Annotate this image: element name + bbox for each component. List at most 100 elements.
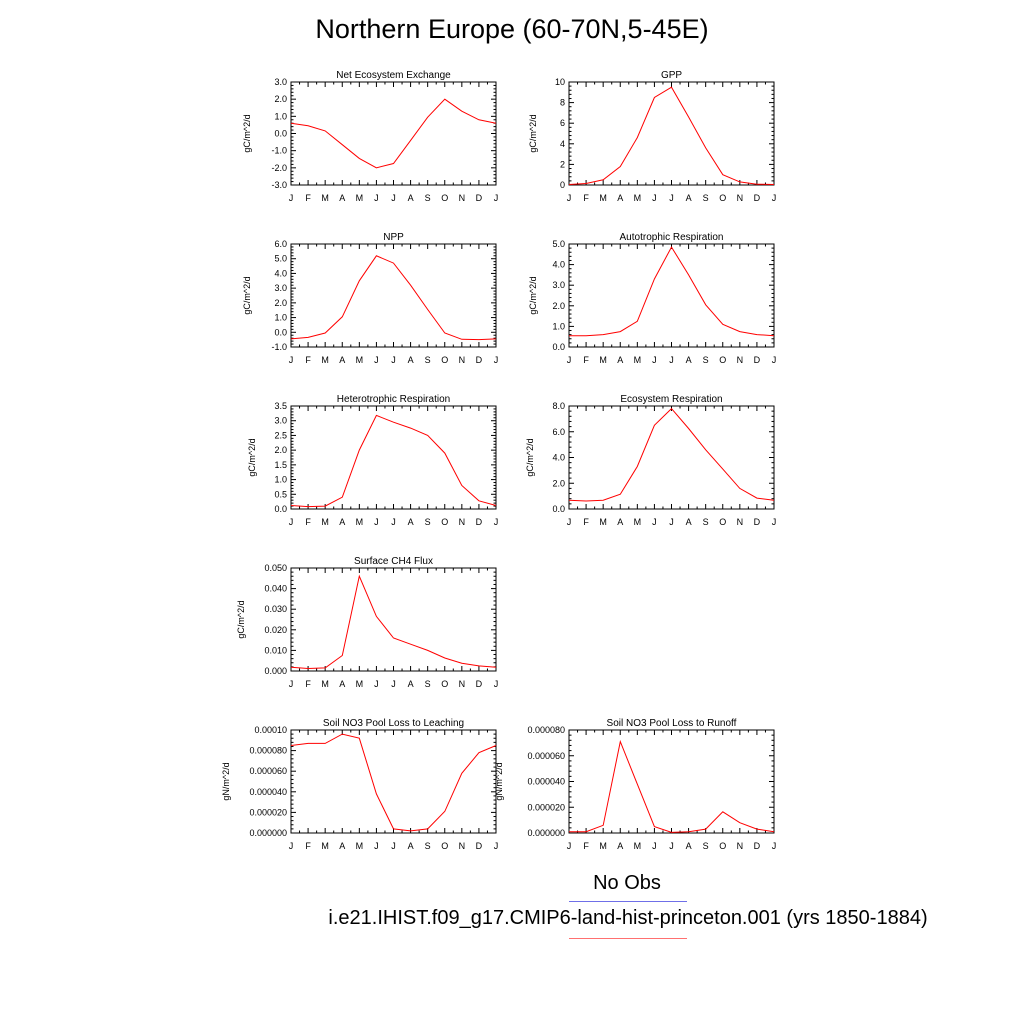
x-tick-label: J [391,355,396,365]
y-tick-label: 0 [560,180,565,190]
x-tick-label: O [719,355,726,365]
x-tick-label: J [289,355,294,365]
y-tick-label: 4 [560,139,565,149]
y-tick-label: 0.000020 [249,807,287,817]
x-tick-label: J [289,517,294,527]
x-tick-label: M [356,679,364,689]
y-axis-label: gC/m^2/d [528,114,538,152]
x-tick-label: F [583,193,589,203]
x-tick-label: J [391,193,396,203]
x-tick-label: S [425,355,431,365]
series-line [568,86,775,185]
x-tick-label: M [599,355,607,365]
x-tick-label: F [305,517,311,527]
y-tick-label: 0.0 [552,342,565,352]
y-tick-label: 0.050 [264,563,287,573]
series-line [290,414,497,508]
x-tick-label: J [652,841,657,851]
y-tick-label: 0.040 [264,584,287,594]
plot-frame [290,81,497,186]
x-tick-label: D [476,841,483,851]
x-tick-label: S [703,355,709,365]
x-tick-label: J [374,355,379,365]
series-line [290,733,497,832]
y-tick-label: 10 [555,77,565,87]
x-tick-label: J [289,679,294,689]
y-tick-label: 2 [560,159,565,169]
x-tick-label: A [408,193,414,203]
panel-title: Surface CH4 Flux [354,556,433,567]
x-tick-label: F [305,355,311,365]
y-tick-label: 5.0 [274,254,287,264]
x-tick-label: O [441,517,448,527]
series-line [568,407,775,502]
legend-obs-label: No Obs [593,872,661,894]
x-tick-label: J [374,193,379,203]
x-tick-label: A [617,841,623,851]
x-tick-label: O [441,679,448,689]
x-tick-label: J [374,517,379,527]
y-tick-label: 6.0 [274,239,287,249]
x-tick-label: M [321,355,329,365]
panel-title: NPP [383,232,404,243]
y-axis-label: gC/m^2/d [525,438,535,476]
x-tick-label: J [669,517,674,527]
y-tick-label: -1.0 [271,146,287,156]
legend-case-line [569,938,687,939]
plot-frame [568,243,775,348]
x-tick-label: M [599,841,607,851]
x-tick-label: J [567,355,572,365]
x-tick-label: O [719,517,726,527]
x-tick-label: D [754,841,761,851]
x-tick-label: J [669,193,674,203]
legend-obs-line [569,901,687,902]
y-tick-label: 1.0 [274,475,287,485]
x-tick-label: J [669,355,674,365]
y-tick-label: 0.000040 [249,787,287,797]
x-tick-label: M [356,517,364,527]
x-tick-label: J [391,517,396,527]
x-tick-label: J [772,517,777,527]
y-tick-label: 3.0 [274,416,287,426]
x-tick-label: A [408,679,414,689]
x-tick-label: O [441,841,448,851]
x-tick-label: M [321,841,329,851]
x-tick-label: J [374,679,379,689]
y-tick-label: -3.0 [271,180,287,190]
x-tick-label: A [617,193,623,203]
x-tick-label: A [617,517,623,527]
x-tick-label: J [652,517,657,527]
x-tick-label: J [567,841,572,851]
x-tick-label: J [289,193,294,203]
x-tick-label: A [339,679,345,689]
x-tick-label: A [686,517,692,527]
y-tick-label: 0.000080 [249,746,287,756]
x-tick-label: J [652,355,657,365]
y-tick-label: 4.0 [552,260,565,270]
plot-frame [290,567,497,672]
y-tick-label: 0.000080 [527,725,565,735]
x-tick-label: D [476,679,483,689]
x-tick-label: F [583,355,589,365]
y-tick-label: 0.0 [552,504,565,514]
x-tick-label: N [459,517,466,527]
x-tick-label: J [391,679,396,689]
x-tick-label: A [339,841,345,851]
y-tick-label: 3.0 [274,283,287,293]
x-tick-label: N [737,841,744,851]
y-tick-label: 2.0 [552,301,565,311]
y-tick-label: 0.000060 [249,766,287,776]
y-tick-label: 1.0 [274,111,287,121]
legend-case-label: i.e21.IHIST.f09_g17.CMIP6-land-hist-prin… [328,907,928,929]
x-tick-label: O [441,355,448,365]
x-tick-label: A [339,193,345,203]
x-tick-label: A [686,841,692,851]
x-tick-label: J [494,355,499,365]
x-tick-label: S [425,841,431,851]
y-tick-label: -2.0 [271,163,287,173]
x-tick-label: M [321,193,329,203]
y-tick-label: 0.000040 [527,777,565,787]
